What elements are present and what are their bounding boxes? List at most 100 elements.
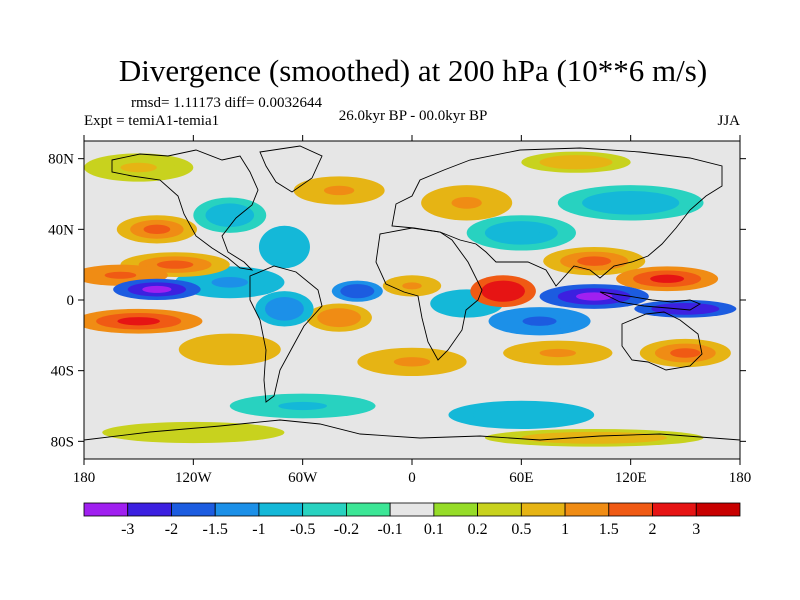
field-anomaly — [84, 308, 203, 334]
colorbar-label: 0.1 — [424, 521, 444, 538]
colorbar-swatch — [477, 502, 522, 517]
colorbar: -3 -2 -1.5 -1 -0.5 -0.2 -0.1 0.1 0.2 0.5 1 1.5 2 3 — [83, 502, 741, 538]
field-anomaly — [503, 340, 613, 366]
x-axis: 180 120W 60W 0 60E 120E 180 — [73, 135, 752, 486]
colorbar-swatch — [214, 502, 260, 517]
contour-band — [156, 260, 194, 269]
field-anomaly — [258, 225, 310, 269]
y-axis: 80N 40N 0 40S 80S — [48, 152, 746, 450]
coastline-south-america — [249, 265, 323, 403]
contour-band — [275, 239, 293, 255]
x-tick-label: 180 — [729, 470, 752, 486]
colorbar-swatch — [564, 502, 610, 517]
colorbar-swatch — [345, 502, 391, 517]
colorbar-swatch — [608, 502, 653, 517]
colorbar-label: -0.2 — [334, 521, 359, 538]
field-anomaly — [466, 215, 576, 251]
x-tick-label: 60E — [509, 470, 533, 486]
y-tick-label: 80N — [48, 152, 74, 168]
colorbar-label: -0.1 — [377, 521, 402, 538]
colorbar-swatch — [433, 502, 479, 517]
y-tick-label: 40S — [51, 364, 74, 380]
colorbar-label: -3 — [121, 521, 134, 538]
field-anomaly — [382, 275, 442, 297]
contour-band — [274, 302, 295, 315]
field-anomaly — [255, 291, 314, 327]
colorbar-swatch — [127, 502, 172, 517]
contour-band — [522, 316, 557, 326]
field-anomaly — [421, 185, 513, 221]
y-tick-label: 80S — [51, 434, 74, 450]
contour-band — [497, 410, 546, 420]
colorbar-swatch — [83, 502, 129, 517]
colorbar-swatch — [520, 502, 566, 517]
field-anomaly — [306, 303, 372, 332]
field-anomaly — [557, 185, 704, 221]
coastline-north-america — [111, 149, 259, 271]
field-anomaly — [521, 151, 631, 173]
field-anomaly — [470, 275, 536, 308]
contour-band — [217, 209, 242, 222]
field-anomaly — [448, 400, 595, 429]
stats-label: rmsd= 1.11173 diff= 0.0032644 — [131, 95, 322, 111]
field-anomaly — [634, 300, 737, 318]
contour-band — [120, 162, 157, 173]
field-anomaly — [193, 197, 267, 233]
colorbar-label: 0.5 — [511, 521, 531, 538]
colorbar-label: 1.5 — [599, 521, 619, 538]
field-anomaly — [357, 347, 467, 376]
coastline-indonesia — [599, 291, 702, 311]
contour-band — [328, 312, 351, 323]
contour-band — [278, 401, 327, 411]
contour-band — [212, 344, 247, 355]
colorbar-label: -1 — [252, 521, 265, 538]
colorbar-label: -1.5 — [203, 521, 228, 538]
colorbar-label: -2 — [165, 521, 178, 538]
period-label: 26.0kyr BP - 00.0kyr BP — [339, 108, 488, 124]
colorbar-swatch — [302, 502, 347, 517]
field-anomaly — [616, 266, 719, 292]
coastline-africa — [375, 227, 483, 361]
season-label: JJA — [717, 113, 740, 129]
coastline-eurasia — [391, 147, 723, 287]
contour-band — [162, 428, 224, 437]
contour-band — [454, 298, 479, 309]
y-tick-label: 40N — [48, 222, 74, 238]
x-tick-label: 120W — [175, 470, 213, 486]
coastlines — [84, 145, 740, 441]
field-anomaly — [488, 307, 591, 336]
coastline-australia — [621, 311, 703, 371]
field-anomaly — [639, 338, 731, 368]
contour-band — [143, 224, 171, 235]
field-anomaly — [229, 393, 376, 419]
field-anomaly — [178, 333, 281, 366]
x-tick-label: 60W — [288, 470, 318, 486]
contour-band — [670, 348, 701, 358]
contour-band — [557, 434, 631, 441]
y-tick-label: 0 — [67, 293, 75, 309]
colorbar-label: 3 — [692, 521, 700, 538]
contour-band — [606, 196, 655, 209]
contour-band — [402, 282, 422, 290]
colorbar-label: 0.2 — [468, 521, 488, 538]
colorbar-swatch — [652, 502, 697, 517]
colorbar-label: -0.5 — [290, 521, 315, 538]
colorbar-label: 1 — [561, 521, 569, 538]
field-anomaly — [116, 215, 197, 244]
field-anomaly — [331, 280, 383, 302]
contour-band — [577, 256, 612, 266]
chart-title: Divergence (smoothed) at 200 hPa (10**6 … — [119, 53, 707, 88]
field-anomaly — [484, 428, 704, 447]
divergence-field — [84, 141, 740, 459]
coastline-antarctica — [84, 419, 740, 441]
x-tick-label: 0 — [408, 470, 416, 486]
contour-band — [650, 274, 685, 283]
colorbar-swatch — [695, 502, 741, 517]
contour-band — [142, 285, 172, 293]
coastline-greenland — [259, 145, 323, 193]
colorbar-swatch — [258, 502, 304, 517]
contour-band — [557, 158, 595, 166]
field-anomaly — [293, 176, 385, 205]
contour-band — [104, 271, 137, 279]
